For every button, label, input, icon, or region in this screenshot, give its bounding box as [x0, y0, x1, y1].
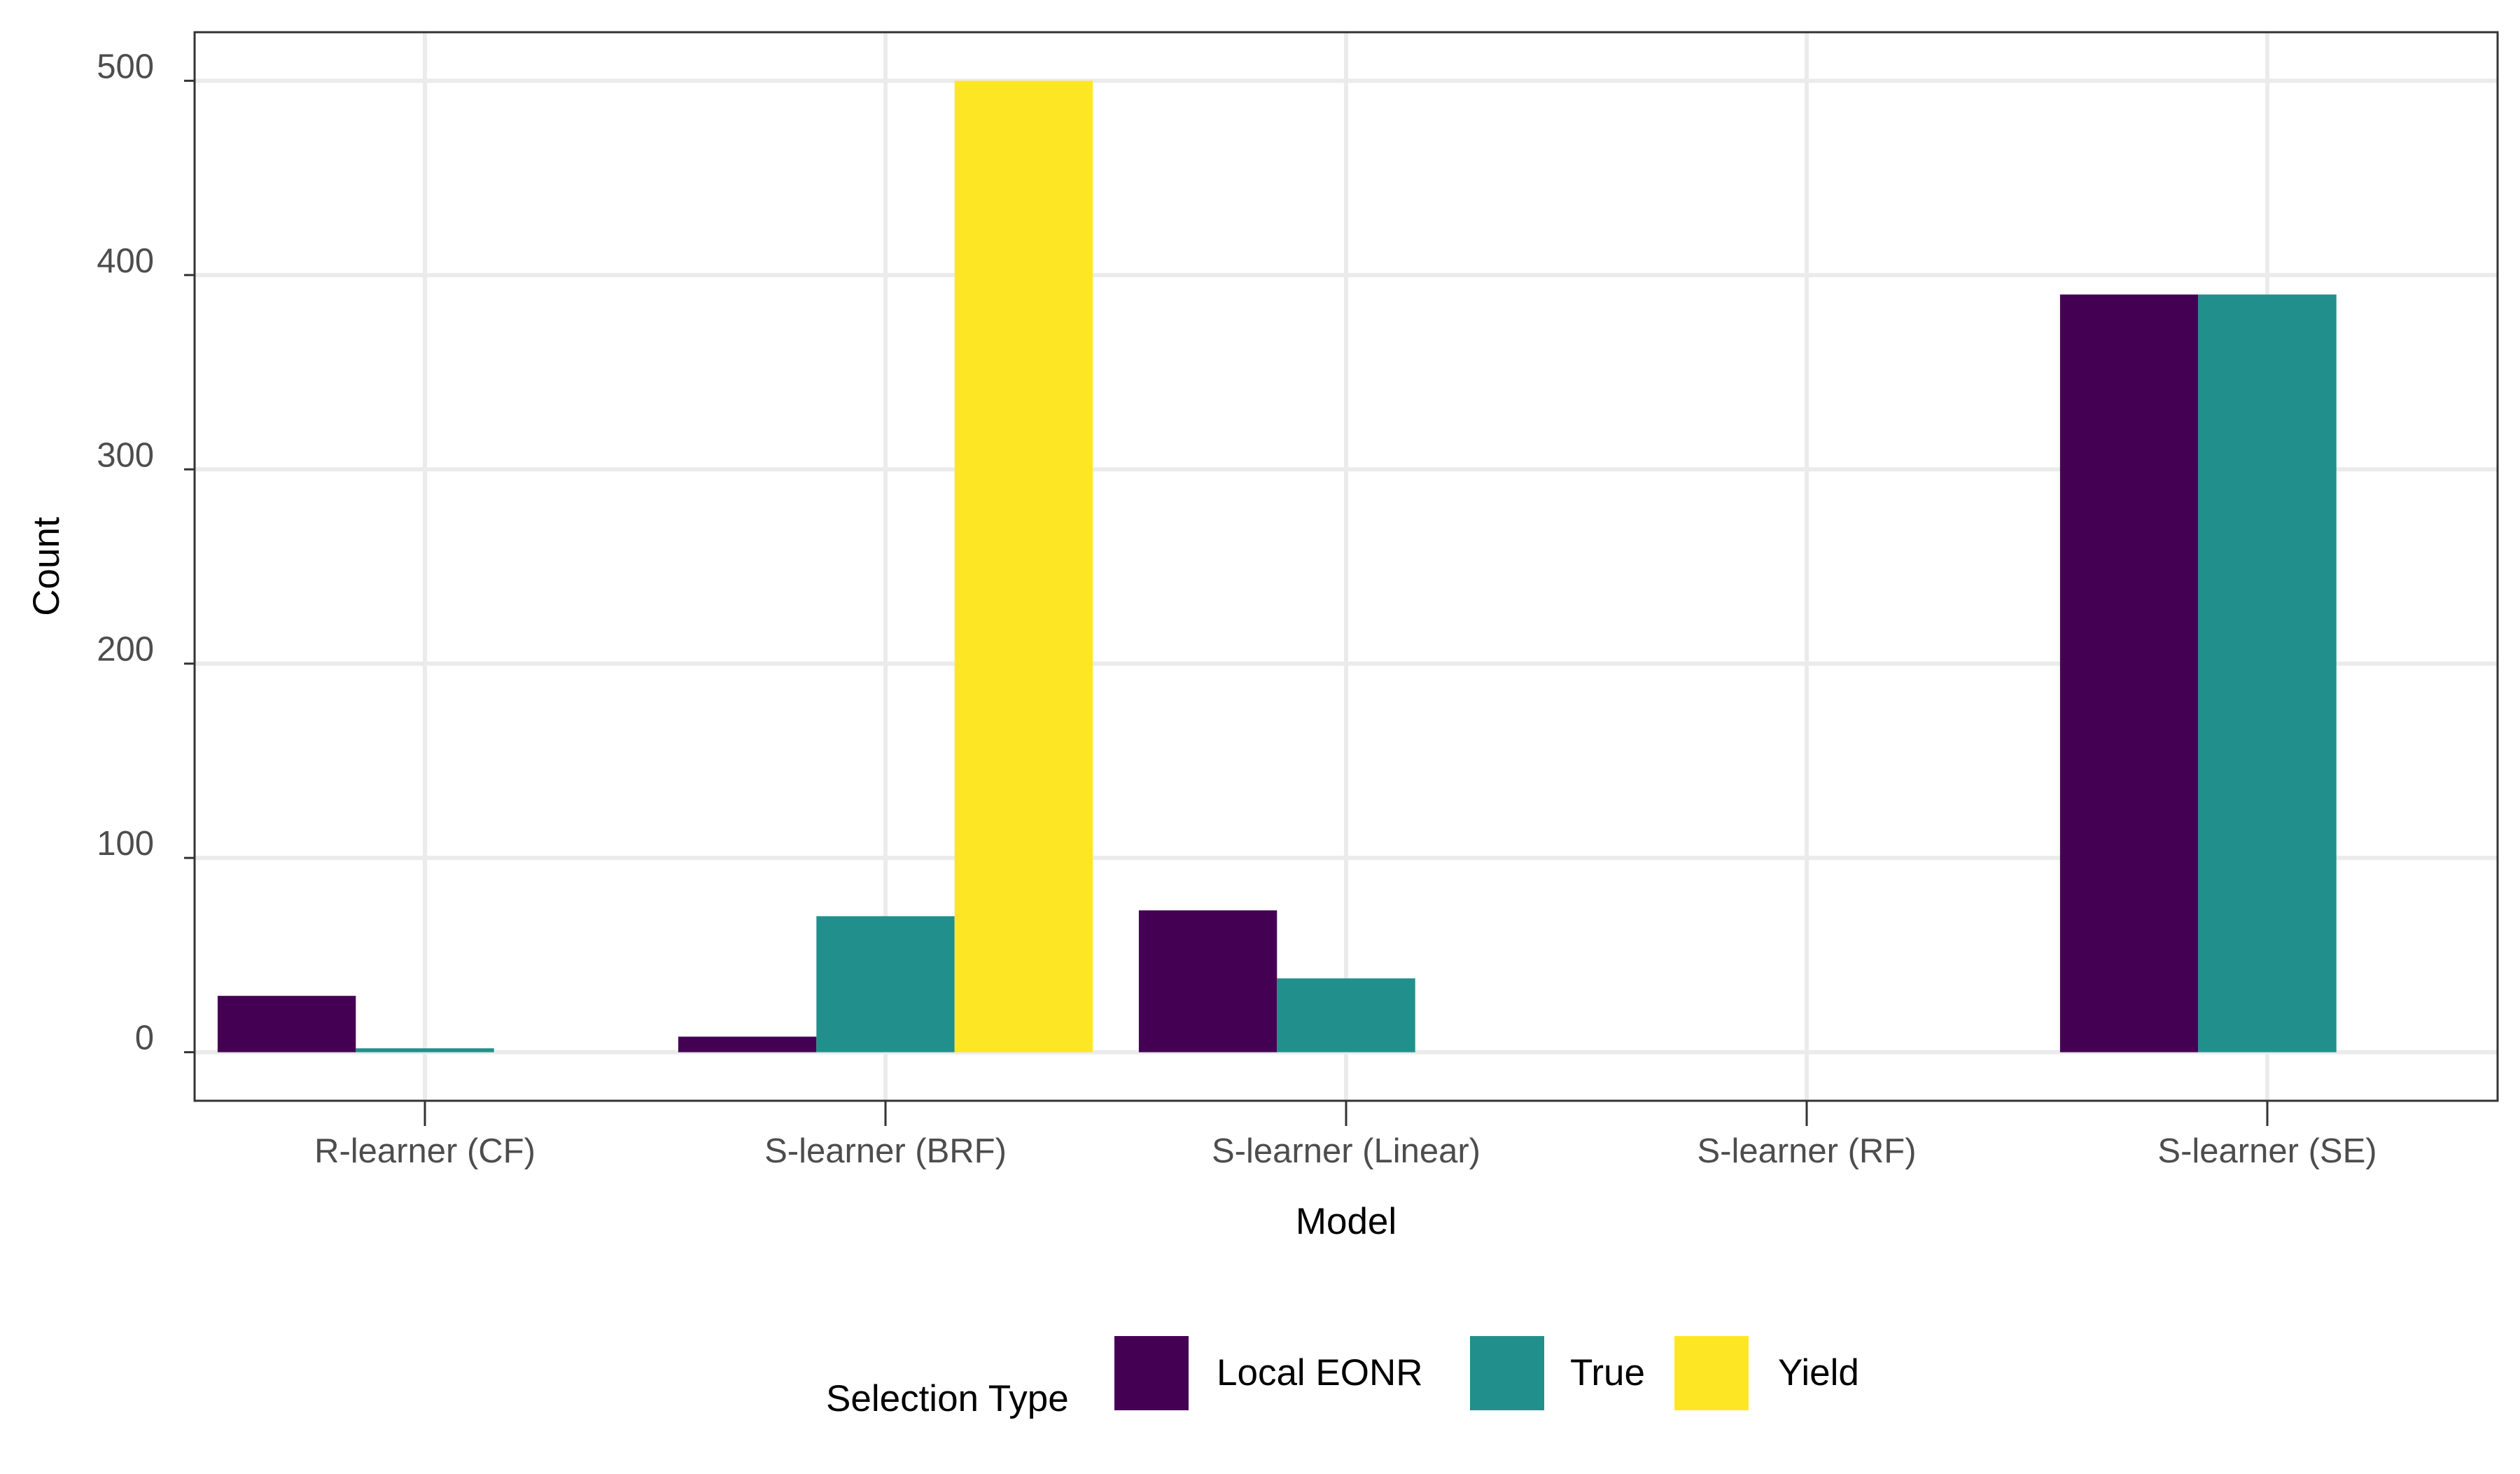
x-tick-label: S-learner (RF) — [1697, 1132, 1916, 1170]
x-tick-label: S-learner (SE) — [2157, 1132, 2376, 1170]
legend-label: True — [1570, 1352, 1645, 1393]
x-tick-label: S-learner (BRF) — [764, 1132, 1007, 1170]
legend-title: Selection Type — [826, 1378, 1069, 1419]
legend: Selection Type Local EONR True Yield — [826, 1336, 1859, 1419]
bar — [954, 81, 1093, 1052]
y-tick-label: 100 — [97, 825, 154, 863]
bar — [816, 916, 955, 1052]
bar — [2198, 294, 2337, 1052]
bar — [2059, 294, 2199, 1052]
x-axis-title: Model — [1296, 1201, 1396, 1242]
y-tick-label: 200 — [97, 631, 154, 669]
y-tick-label: 400 — [97, 242, 154, 280]
bar — [678, 1036, 817, 1052]
y-tick-label: 300 — [97, 436, 154, 474]
bar — [217, 996, 356, 1052]
bar — [1138, 910, 1278, 1052]
legend-key — [1114, 1336, 1189, 1410]
y-tick-label: 0 — [135, 1020, 154, 1057]
legend-key — [1674, 1336, 1749, 1410]
y-axis-title: Count — [26, 517, 67, 616]
x-tick-label: R-learner (CF) — [314, 1132, 536, 1170]
legend-key — [1470, 1336, 1544, 1410]
legend-label: Yield — [1778, 1352, 1859, 1393]
bar — [356, 1048, 494, 1052]
y-tick-label: 500 — [97, 48, 154, 85]
x-tick-label: S-learner (Linear) — [1212, 1132, 1480, 1170]
axes: 0 100 200 300 400 500 R-learner (CF) S-learner … — [97, 48, 2376, 1170]
legend-label: Local EONR — [1217, 1352, 1423, 1393]
bar — [1277, 978, 1415, 1052]
bars — [217, 81, 2337, 1052]
